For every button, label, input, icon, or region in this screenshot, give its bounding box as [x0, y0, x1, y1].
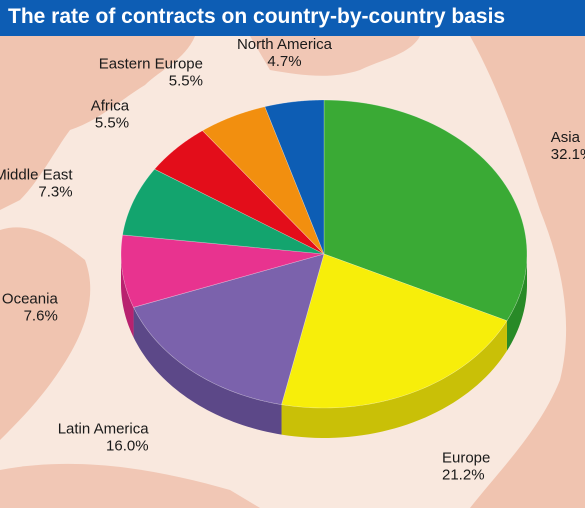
slice-side-oceania [121, 254, 134, 338]
slice-label-value: 4.7% [267, 53, 301, 70]
pie-top-layer [120, 99, 528, 409]
slice-label-value: 5.5% [169, 73, 203, 90]
slice-middle-east [122, 168, 325, 255]
slice-label-name: Europe [442, 450, 490, 467]
slice-label-value: 32.1% [551, 146, 585, 163]
slice-side-latin-america [133, 307, 282, 435]
slice-latin-america [133, 253, 325, 405]
map-land-west [0, 36, 195, 210]
slice-label-name: Asia [551, 129, 581, 146]
slice-label-name: Latin America [58, 421, 150, 438]
slice-label-name: Eastern Europe [99, 56, 203, 73]
slice-africa [154, 130, 325, 255]
map-land-top [250, 36, 420, 76]
slice-label-name: Africa [91, 98, 130, 115]
slice-asia [323, 99, 528, 322]
map-land-left [0, 227, 91, 440]
slice-north-america [264, 99, 325, 255]
slice-label-value: 7.3% [38, 184, 72, 201]
slice-label-value: 21.2% [442, 467, 485, 484]
map-land-bottom [0, 463, 260, 508]
slice-label-value: 7.6% [24, 307, 58, 324]
slice-side-europe [281, 320, 507, 438]
title-bar: The rate of contracts on country-by-coun… [0, 0, 585, 36]
slice-label-name: Oceania [2, 290, 59, 307]
chart-title: The rate of contracts on country-by-coun… [8, 5, 506, 28]
slice-label-value: 5.5% [95, 115, 129, 132]
slice-side-asia [506, 254, 527, 351]
pie-side-layer [121, 254, 527, 438]
background-map [0, 36, 585, 508]
slice-eastern-europe [202, 106, 325, 255]
slice-label-value: 16.0% [106, 438, 149, 455]
slice-oceania [120, 234, 325, 308]
slice-label-name: Middle East [0, 167, 73, 184]
slice-label-name: North America [237, 36, 333, 53]
slice-europe [281, 253, 508, 409]
map-land-right [470, 36, 585, 508]
